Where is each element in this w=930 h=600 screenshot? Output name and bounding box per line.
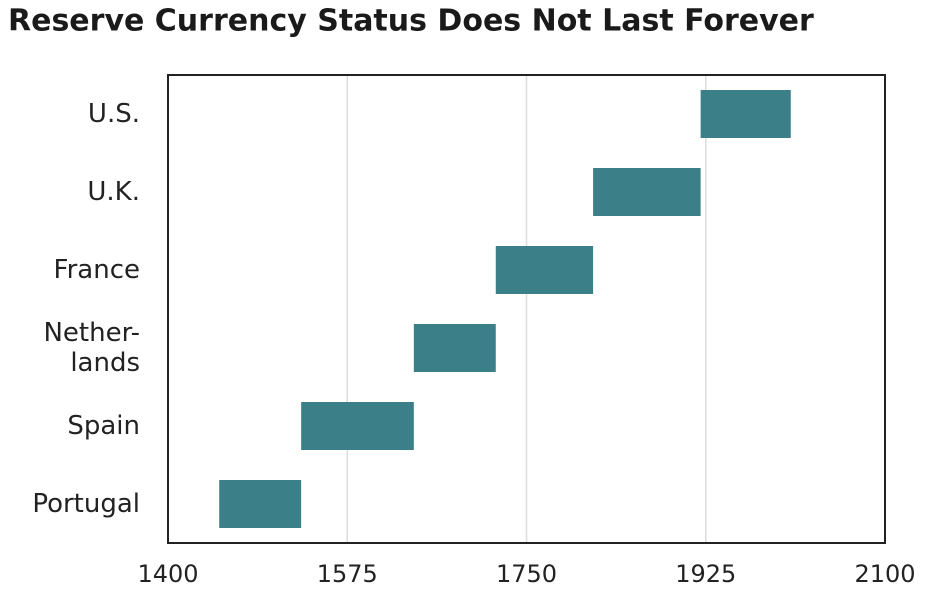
y-tick-label: Nether- lands [43, 318, 140, 378]
y-tick-label: U.S. [87, 99, 140, 129]
bar [700, 90, 791, 138]
bar [413, 324, 496, 372]
bar [495, 246, 594, 294]
x-tick-label: 1750 [496, 560, 557, 588]
bar [593, 168, 701, 216]
y-tick-label: Portugal [32, 489, 140, 519]
y-tick-label: U.K. [87, 177, 140, 207]
x-tick-label: 2100 [854, 560, 915, 588]
x-tick-label: 1925 [675, 560, 736, 588]
x-tick-label: 1400 [137, 560, 198, 588]
y-tick-label: Spain [67, 411, 140, 441]
x-tick-label: 1575 [317, 560, 378, 588]
chart-title: Reserve Currency Status Does Not Last Fo… [8, 4, 814, 39]
plot-frame [167, 74, 886, 544]
bar [219, 480, 302, 528]
y-tick-label: France [53, 255, 140, 285]
bar [301, 402, 414, 450]
